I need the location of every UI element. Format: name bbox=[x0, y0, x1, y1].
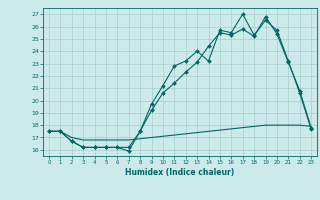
X-axis label: Humidex (Indice chaleur): Humidex (Indice chaleur) bbox=[125, 168, 235, 177]
